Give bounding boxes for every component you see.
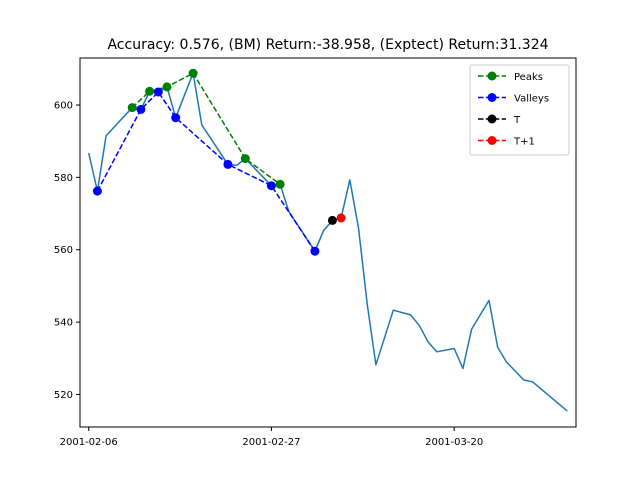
- point-valleys-1: [136, 104, 146, 114]
- y-tick-label: 600: [54, 101, 73, 112]
- chart-title: Accuracy: 0.576, (BM) Return:-38.958, (E…: [107, 37, 548, 53]
- legend-label-t_plus_1: T+1: [513, 137, 535, 148]
- legend-swatch-marker-t: [487, 114, 497, 124]
- point-peaks-0: [127, 103, 137, 113]
- y-tick-label: 540: [54, 318, 73, 329]
- legend-label-peaks: Peaks: [514, 72, 543, 83]
- y-tick-label: 560: [54, 245, 73, 256]
- point-valleys-6: [310, 246, 320, 256]
- legend-label-valleys: Valleys: [514, 94, 549, 105]
- legend-swatch-marker-valleys: [487, 93, 497, 102]
- point-peaks-1: [145, 86, 155, 96]
- plot-area: [87, 68, 568, 412]
- point-peaks-3: [188, 68, 198, 78]
- point-valleys-3: [171, 113, 181, 123]
- point-peaks-4: [240, 154, 250, 164]
- legend-swatch-marker-t_plus_1: [487, 136, 497, 145]
- y-tick-label: 520: [54, 390, 73, 401]
- point-valleys-5: [266, 181, 276, 191]
- x-tick-label: 2001-03-20: [425, 437, 483, 448]
- legend-label-t: T: [513, 115, 521, 126]
- x-tick-label: 2001-02-27: [242, 437, 300, 448]
- point-peaks-5: [275, 179, 285, 189]
- legend: Peaks Valleys T T+1: [469, 64, 570, 156]
- legend-swatch-marker-peaks: [487, 71, 497, 81]
- y-tick-label: 580: [54, 173, 73, 184]
- x-tick-label: 2001-02-06: [60, 437, 118, 448]
- point-t-0: [327, 215, 337, 225]
- point-valleys-4: [223, 159, 233, 169]
- axes-frame: [79, 57, 577, 428]
- point-valleys-0: [92, 186, 102, 196]
- legend-box: [469, 64, 570, 156]
- point-t_plus_1-0: [336, 213, 346, 223]
- point-peaks-2: [162, 82, 172, 92]
- point-valleys-2: [153, 87, 163, 97]
- axes: 520 540 560 580 600 2001-02-06 2001-02-27 2001-…: [54, 57, 577, 448]
